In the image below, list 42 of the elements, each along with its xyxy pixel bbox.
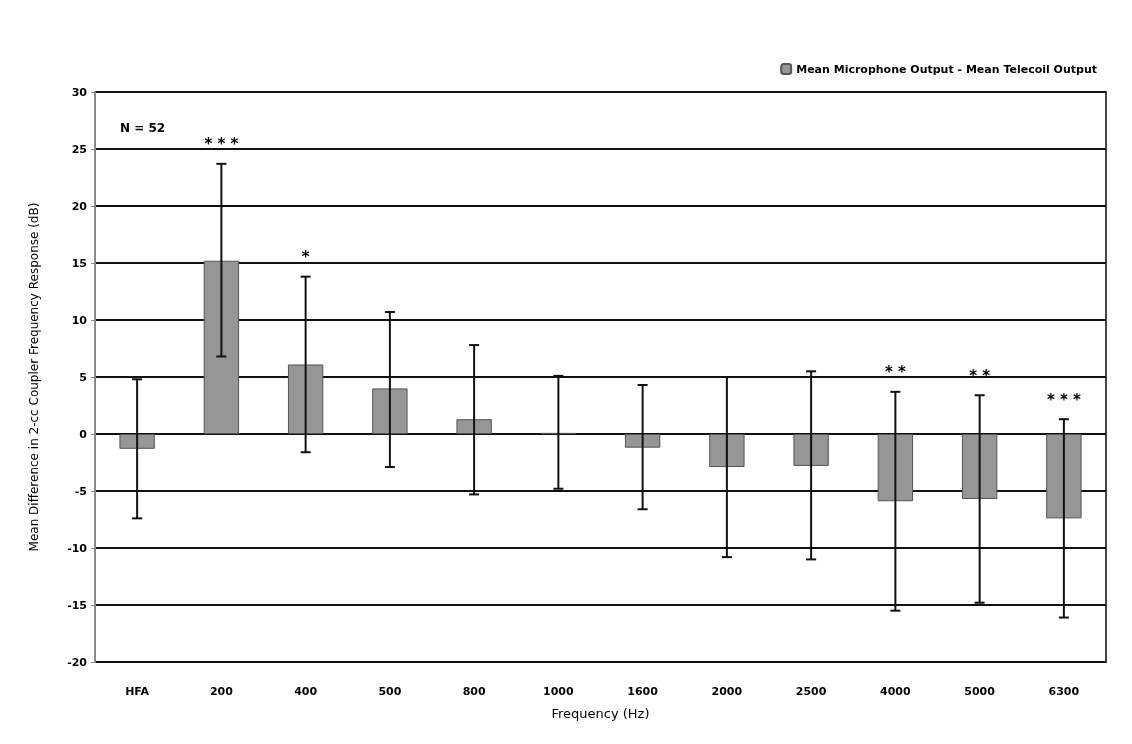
annotation: * * *: [204, 135, 239, 154]
bar: [877, 434, 914, 502]
y-tick-label: 5: [79, 370, 87, 384]
bar: [709, 434, 745, 468]
y-tick-label: -15: [67, 598, 87, 612]
bar: [287, 364, 324, 434]
bar: [456, 419, 492, 434]
annotation: * * *: [1046, 390, 1082, 409]
x-tick-label: 800: [462, 685, 486, 698]
x-tick-label: 2000: [711, 685, 743, 698]
x-tick-label: 5000: [964, 685, 996, 698]
y-tick-label: 25: [71, 142, 87, 156]
x-tick-label: HFA: [125, 685, 150, 698]
x-tick-label: 6300: [1048, 685, 1080, 698]
legend-label: Mean Microphone Output - Mean Telecoil Output: [796, 62, 1098, 76]
annotation: *: [301, 248, 310, 267]
annotation: N = 52: [120, 121, 166, 135]
annotation: * *: [884, 363, 906, 382]
y-tick-label: -5: [74, 484, 87, 498]
y-tick-label: 10: [71, 313, 88, 327]
y-axis-title: Mean Difference in 2-cc Coupler Frequency Response (dB): [27, 202, 41, 552]
y-tick-label: -20: [67, 655, 88, 669]
bar: [372, 388, 408, 434]
bar: [119, 434, 155, 449]
bar: [793, 434, 829, 466]
x-axis-title: Frequency (Hz): [551, 706, 650, 721]
y-tick-label: 20: [71, 199, 88, 213]
bar: [624, 434, 661, 448]
x-tick-label: 1000: [543, 685, 575, 698]
x-tick-label: 400: [294, 685, 318, 698]
x-tick-label: 500: [378, 685, 402, 698]
bar: [203, 260, 240, 434]
y-tick-label: -10: [67, 541, 88, 555]
x-tick-label: 1600: [627, 685, 659, 698]
x-tick-label: 4000: [880, 685, 912, 698]
y-tick-label: 15: [71, 256, 87, 270]
y-tick-label: 0: [79, 427, 88, 441]
bar: [1046, 434, 1082, 519]
x-tick-label: 2500: [795, 685, 827, 698]
bar: [961, 434, 998, 499]
x-tick-label: 200: [209, 685, 234, 698]
y-tick-label: 30: [71, 85, 88, 99]
